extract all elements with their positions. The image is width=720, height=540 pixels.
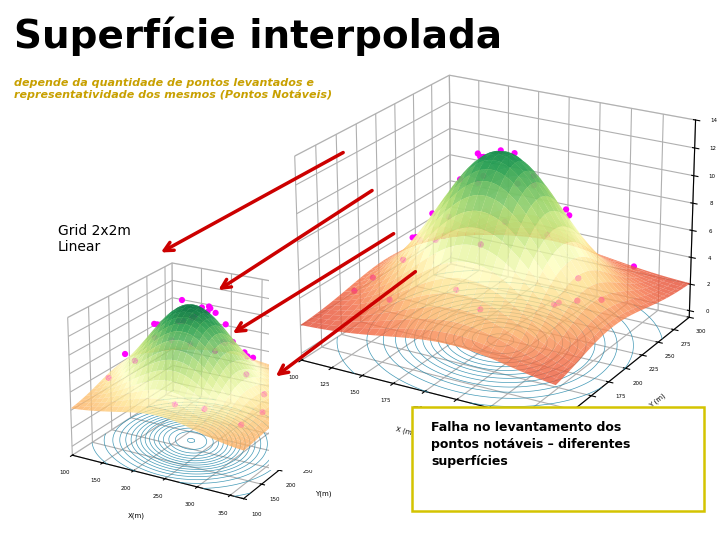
- Text: Superfície interpolada: Superfície interpolada: [14, 16, 503, 56]
- Bar: [413, 407, 703, 511]
- Text: depende da quantidade de pontos levantados e
representatividade dos mesmos (Pont: depende da quantidade de pontos levantad…: [14, 78, 333, 100]
- X-axis label: X(m): X(m): [127, 512, 145, 519]
- X-axis label: X (m): X (m): [395, 426, 415, 436]
- Y-axis label: Y(m): Y(m): [315, 490, 331, 497]
- Y-axis label: Y (m): Y (m): [648, 393, 667, 409]
- Text: Grid 2x2m
Linear: Grid 2x2m Linear: [58, 224, 130, 254]
- Text: Falha no levantamento dos
pontos notáveis – diferentes
superfícies: Falha no levantamento dos pontos notávei…: [431, 421, 631, 468]
